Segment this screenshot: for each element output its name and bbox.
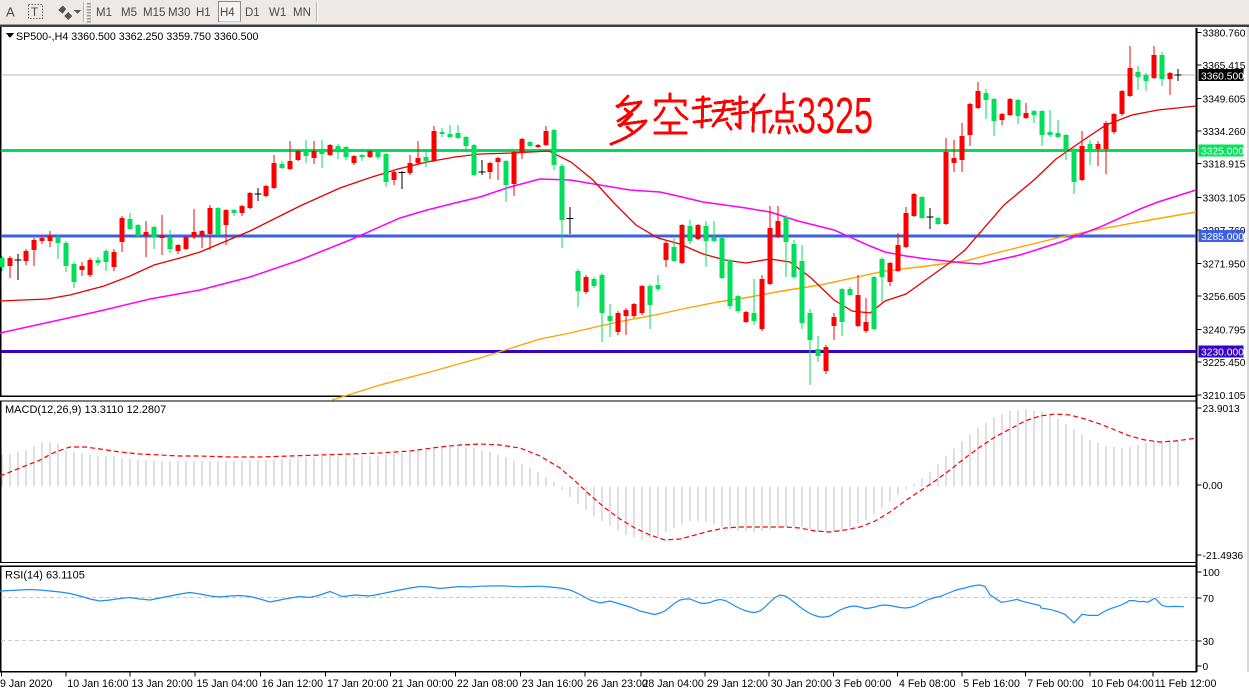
svg-text:13 Jan 20:00: 13 Jan 20:00: [132, 678, 193, 690]
svg-text:3240.795: 3240.795: [1203, 326, 1246, 337]
svg-text:3380.760: 3380.760: [1203, 28, 1246, 39]
svg-text:10 Feb 04:00: 10 Feb 04:00: [1091, 678, 1154, 690]
svg-text:3325.000: 3325.000: [1201, 147, 1244, 158]
svg-text:SP500-,H4 3360.500 3362.250 3: SP500-,H4 3360.500 3362.250 3359.750 336…: [16, 31, 259, 43]
svg-text:9 Jan 2020: 9 Jan 2020: [0, 678, 53, 690]
svg-text:T: T: [31, 7, 38, 19]
svg-text:30 Jan 20:00: 30 Jan 20:00: [771, 678, 832, 690]
svg-text:RSI(14) 63.1105: RSI(14) 63.1105: [5, 570, 85, 582]
svg-text:21 Jan 00:00: 21 Jan 00:00: [392, 678, 453, 690]
svg-text:MN: MN: [293, 7, 311, 19]
svg-text:H4: H4: [220, 7, 235, 19]
svg-text:30: 30: [1203, 637, 1215, 648]
svg-text:23 Jan 16:00: 23 Jan 16:00: [522, 678, 583, 690]
svg-text:3 Feb 00:00: 3 Feb 00:00: [835, 678, 892, 690]
svg-text:3334.260: 3334.260: [1203, 127, 1246, 138]
svg-text:0.00: 0.00: [1203, 481, 1223, 492]
svg-text:A: A: [6, 5, 15, 20]
svg-text:3230.000: 3230.000: [1201, 348, 1244, 359]
svg-text:M5: M5: [121, 7, 137, 19]
svg-text:3256.605: 3256.605: [1203, 292, 1246, 303]
svg-text:-21.4936: -21.4936: [1203, 551, 1244, 562]
svg-text:3349.605: 3349.605: [1203, 95, 1246, 106]
svg-text:3285.000: 3285.000: [1201, 232, 1244, 243]
svg-text:3318.915: 3318.915: [1203, 160, 1246, 171]
svg-text:0: 0: [1203, 662, 1209, 673]
svg-text:MACD(12,26,9) 13.3110 12.2807: MACD(12,26,9) 13.3110 12.2807: [5, 404, 166, 416]
svg-text:15 Jan 04:00: 15 Jan 04:00: [197, 678, 258, 690]
svg-text:100: 100: [1203, 568, 1220, 579]
svg-text:3210.105: 3210.105: [1203, 391, 1246, 402]
svg-text:3360.500: 3360.500: [1201, 71, 1244, 82]
svg-text:3303.105: 3303.105: [1203, 193, 1246, 204]
svg-text:W1: W1: [269, 7, 286, 19]
svg-text:17 Jan 20:00: 17 Jan 20:00: [327, 678, 388, 690]
svg-text:M15: M15: [143, 7, 165, 19]
svg-text:5 Feb 16:00: 5 Feb 16:00: [963, 678, 1020, 690]
svg-text:7 Feb 00:00: 7 Feb 00:00: [1027, 678, 1084, 690]
svg-text:3325: 3325: [797, 87, 873, 144]
svg-text:3271.950: 3271.950: [1203, 260, 1246, 271]
svg-text:26 Jan 23:00: 26 Jan 23:00: [587, 678, 648, 690]
svg-text:23.9013: 23.9013: [1203, 404, 1240, 415]
svg-text:3225.450: 3225.450: [1203, 358, 1246, 369]
svg-text:10 Jan 16:00: 10 Jan 16:00: [67, 678, 128, 690]
svg-text:D1: D1: [245, 7, 260, 19]
svg-text:4 Feb 08:00: 4 Feb 08:00: [899, 678, 956, 690]
svg-text:16 Jan 12:00: 16 Jan 12:00: [262, 678, 323, 690]
svg-text:M30: M30: [168, 7, 190, 19]
svg-text:22 Jan 08:00: 22 Jan 08:00: [457, 678, 518, 690]
svg-text:M1: M1: [96, 7, 112, 19]
svg-text:28 Jan 04:00: 28 Jan 04:00: [643, 678, 704, 690]
svg-text:29 Jan 12:00: 29 Jan 12:00: [707, 678, 768, 690]
svg-text:3365.415: 3365.415: [1203, 61, 1246, 72]
svg-text:H1: H1: [196, 7, 211, 19]
svg-text:70: 70: [1203, 594, 1215, 605]
svg-text:11 Feb 12:00: 11 Feb 12:00: [1155, 678, 1217, 690]
